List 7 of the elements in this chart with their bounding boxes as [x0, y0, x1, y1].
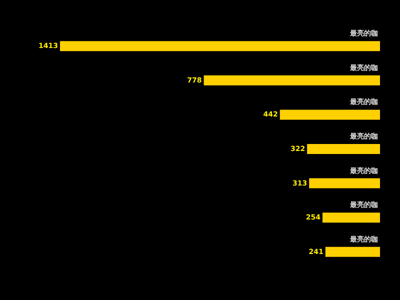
bar: [325, 246, 380, 257]
bar: [322, 212, 380, 223]
bar: [204, 75, 380, 86]
bar: [309, 178, 380, 188]
bar: [280, 110, 380, 120]
bar: [307, 144, 380, 154]
bar: [60, 41, 380, 52]
